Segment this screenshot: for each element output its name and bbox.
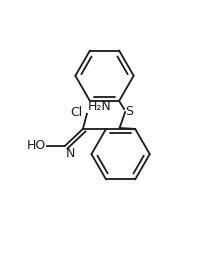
Text: HO: HO [26,139,46,152]
Text: H₂N: H₂N [88,100,111,113]
Text: Cl: Cl [70,106,82,119]
Text: N: N [65,147,75,160]
Text: S: S [124,105,132,118]
